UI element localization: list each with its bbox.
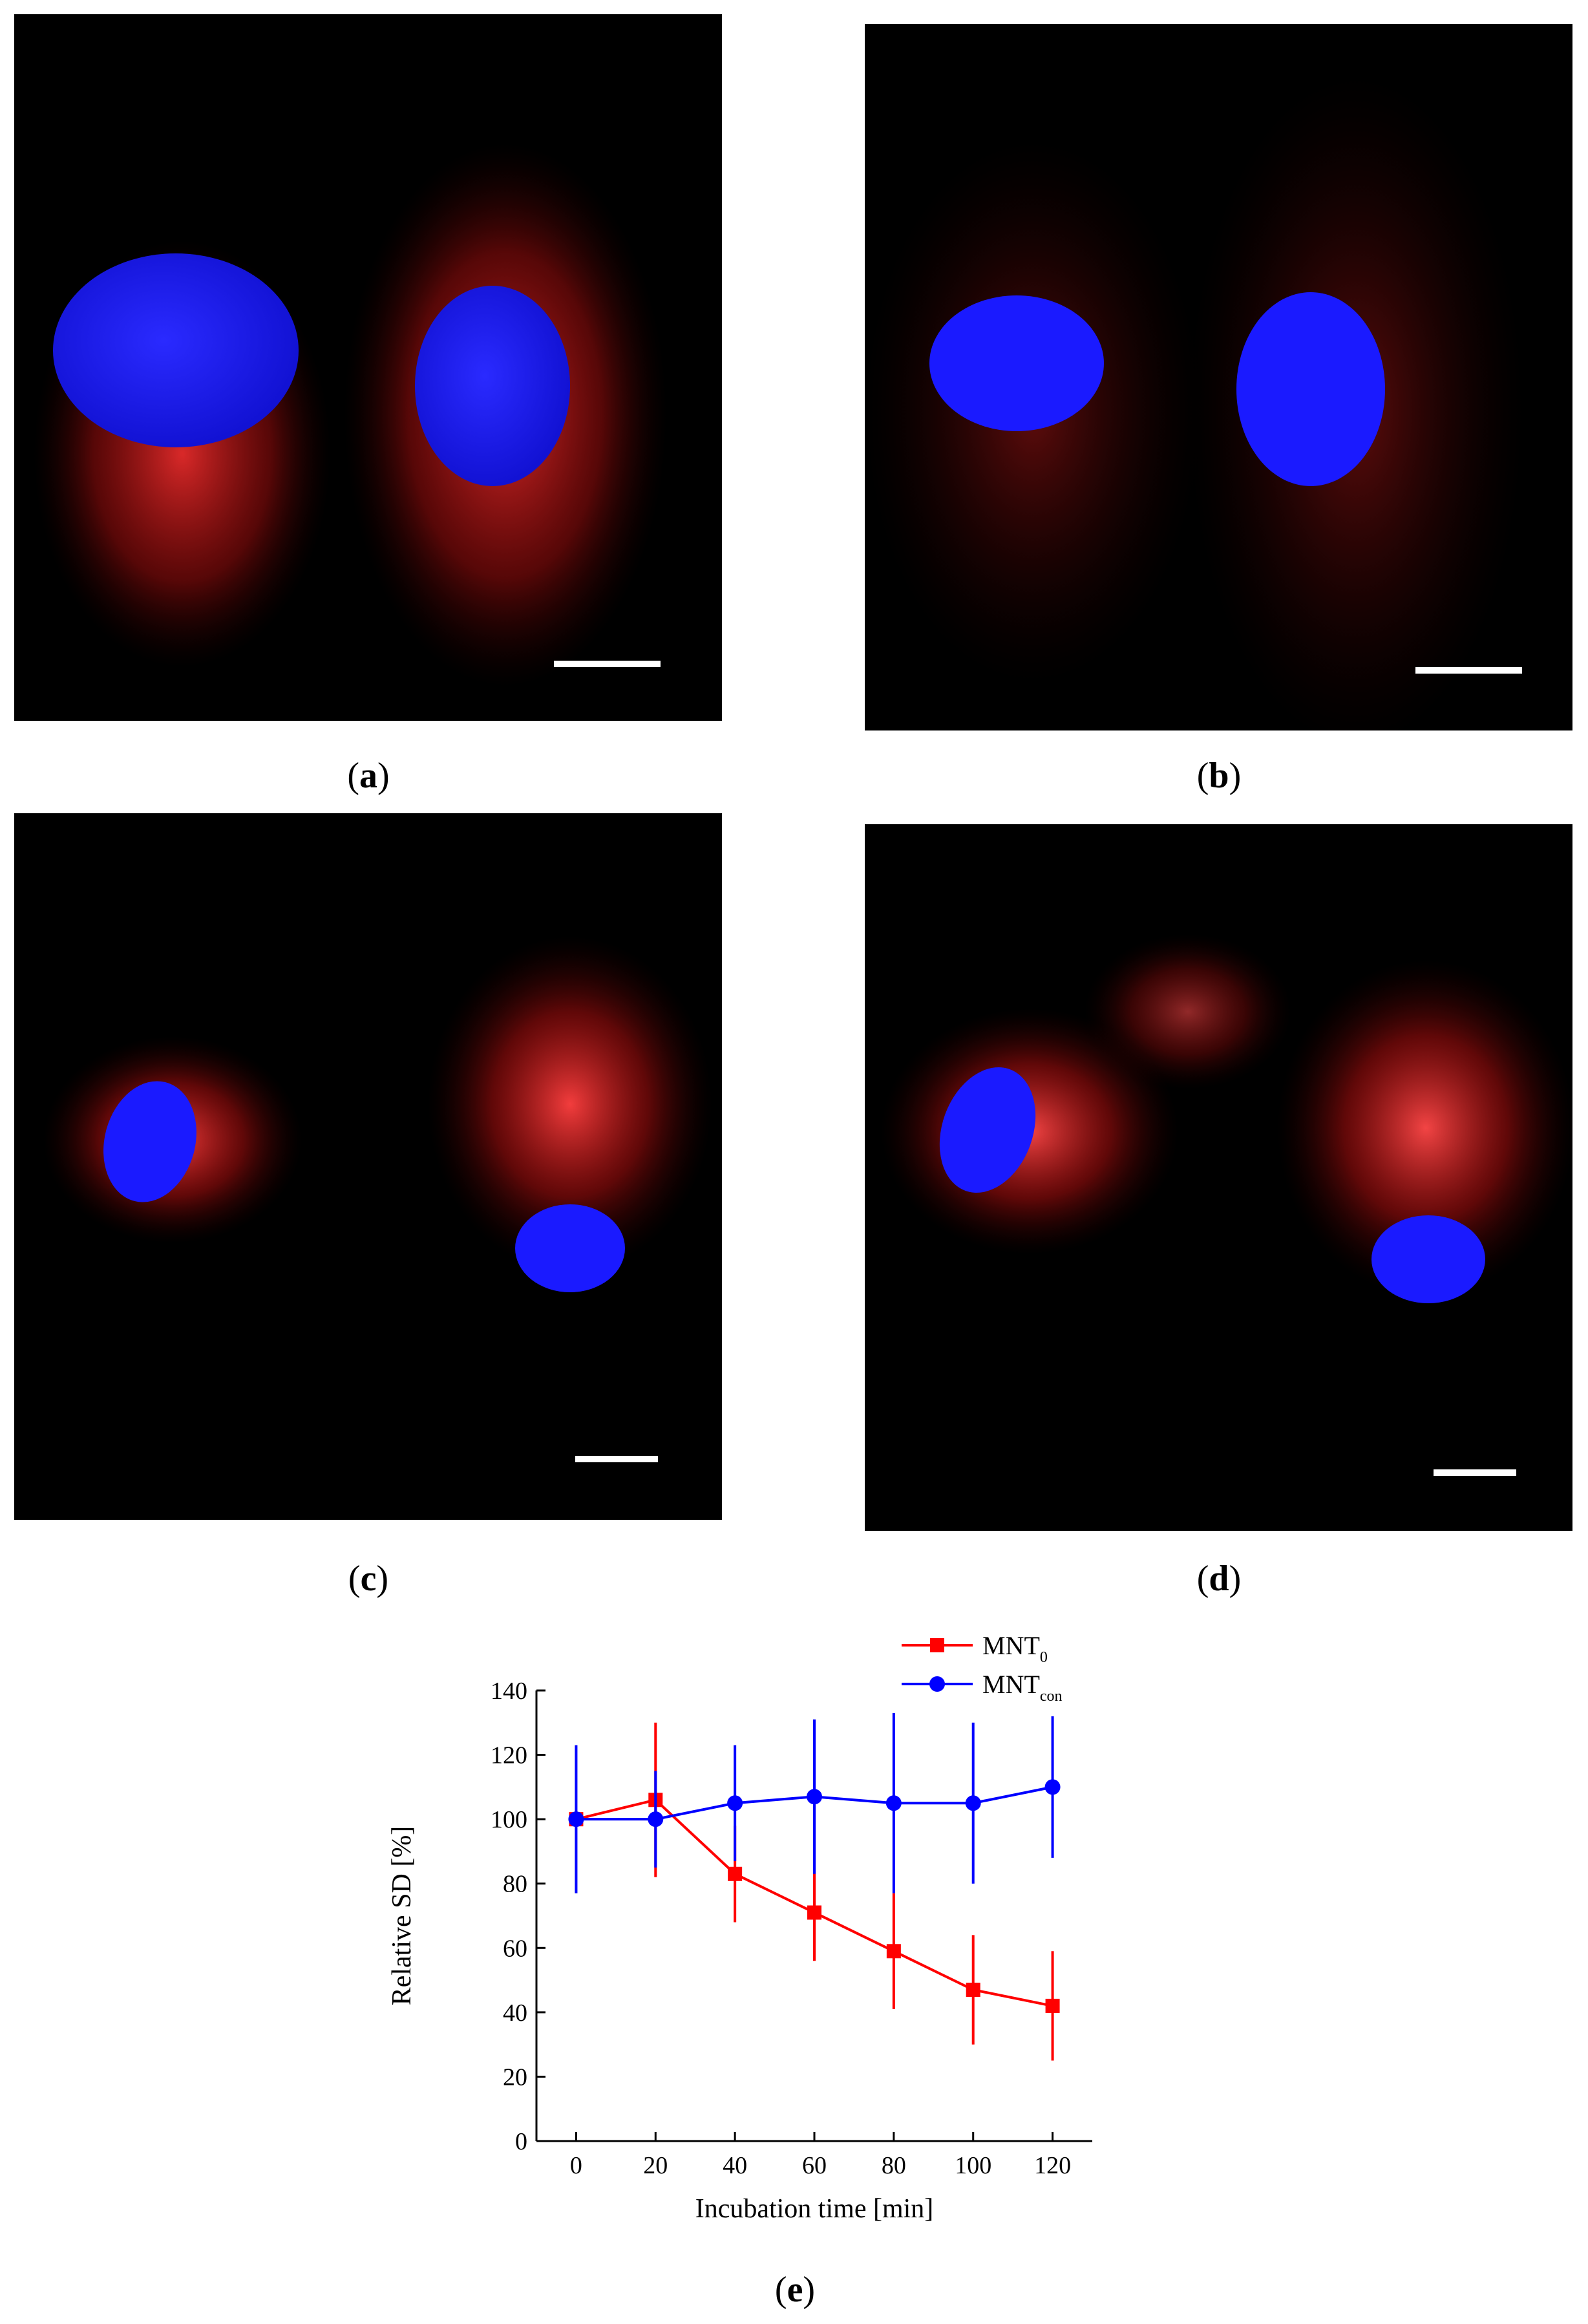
legend-label-subscript: 0 [1040, 1649, 1048, 1666]
x-tick-label: 40 [723, 2152, 747, 2179]
x-tick-label: 100 [955, 2152, 991, 2179]
y-tick-label: 60 [503, 1935, 527, 1962]
nucleus-left [53, 253, 299, 447]
x-tick-label: 80 [882, 2152, 906, 2179]
y-tick-label: 20 [503, 2063, 527, 2091]
data-point-circle [885, 1795, 902, 1811]
data-point-circle [965, 1795, 981, 1811]
micrograph-b-image [865, 76, 1524, 730]
scale-bar [554, 661, 661, 667]
micrograph-c [14, 813, 722, 1520]
data-point-square [807, 1905, 821, 1920]
x-axis-title: Incubation time [min] [695, 2194, 934, 2224]
data-point-square [966, 1983, 980, 1998]
caption-c: (c) [348, 1559, 389, 1599]
caption-b: (b) [1196, 756, 1242, 796]
scale-bar [1415, 667, 1522, 674]
x-tick-label: 120 [1034, 2152, 1071, 2179]
nucleus-left [103, 1081, 196, 1202]
data-point-circle [648, 1811, 664, 1828]
micrograph-b [865, 24, 1572, 730]
data-point-circle [568, 1811, 584, 1828]
nucleus-right [1236, 292, 1385, 486]
x-tick-label: 0 [570, 2152, 582, 2179]
micrograph-d-image [881, 934, 1572, 1476]
y-tick-label: 40 [503, 1999, 527, 2027]
scale-bar [1434, 1469, 1516, 1476]
legend-label: MNTcon [982, 1670, 1063, 1705]
scale-bar [575, 1456, 658, 1462]
y-tick-label: 100 [491, 1806, 527, 1833]
data-point-circle [727, 1795, 743, 1811]
data-point-square [886, 1944, 901, 1959]
caption-e: (e) [774, 2270, 816, 2310]
data-point-circle [807, 1789, 822, 1805]
micrograph-a [14, 14, 722, 721]
legend-label-subscript: con [1040, 1688, 1063, 1705]
nucleus-right [1371, 1215, 1485, 1303]
micrograph-d [865, 824, 1572, 1531]
y-tick-label: 0 [515, 2128, 527, 2155]
micrograph-a-image [34, 144, 667, 687]
y-axis-title: Relative SD [%] [387, 1826, 417, 2006]
x-tick-label: 60 [802, 2152, 827, 2179]
nucleus-left [939, 1067, 1036, 1193]
caption-d: (d) [1196, 1559, 1242, 1599]
nucleus-right [415, 286, 570, 486]
y-tick-label: 140 [491, 1678, 527, 1705]
x-tick-label: 20 [643, 2152, 668, 2179]
micrograph-c-image [43, 936, 712, 1462]
data-point-square [1045, 1998, 1060, 2013]
legend-marker-square [930, 1638, 944, 1652]
caption-a: (a) [347, 756, 390, 796]
y-tick-label: 120 [491, 1742, 527, 1769]
nucleus-left [929, 295, 1104, 431]
nucleus-right [515, 1204, 625, 1292]
legend-label: MNT0 [982, 1631, 1048, 1666]
data-point-square [728, 1866, 743, 1881]
y-tick-label: 80 [503, 1871, 527, 1898]
legend-marker-circle [929, 1676, 945, 1692]
data-point-circle [1044, 1779, 1061, 1795]
